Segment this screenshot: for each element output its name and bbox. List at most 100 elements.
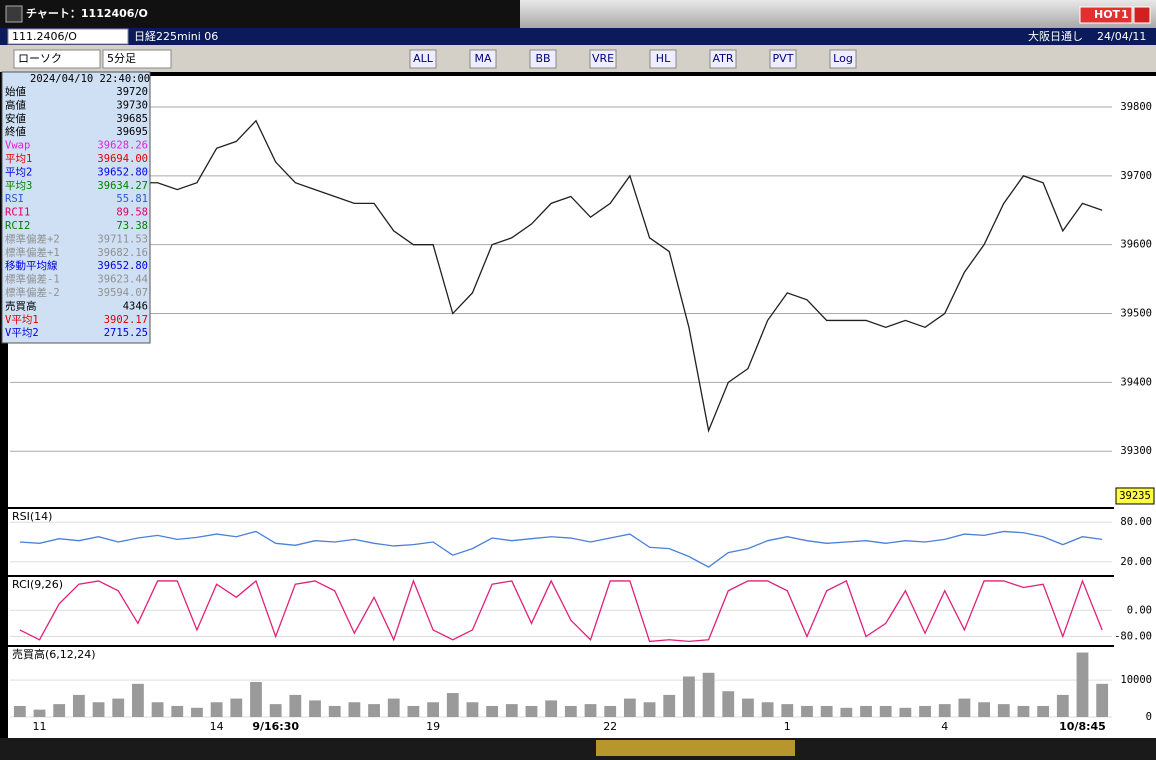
x-tick-label: 14: [210, 720, 224, 733]
volume-bar: [742, 698, 754, 717]
toolbar-button-label: VRE: [592, 52, 614, 65]
toolbar-button[interactable]: [829, 49, 857, 69]
info-label: 標準偏差-2: [5, 286, 60, 299]
toolbar-button[interactable]: [589, 49, 617, 69]
chart-type-select[interactable]: [13, 49, 101, 69]
volume-bar: [1096, 683, 1109, 717]
info-rows: 始値 39720 高値 39730 安値 39685 終値 39695 Vwap 39628.26…: [5, 85, 148, 339]
volume-bar: [72, 694, 85, 717]
info-label: 平均3: [5, 180, 32, 192]
info-label: 終値: [5, 125, 26, 138]
info-value: 39720: [116, 86, 148, 98]
x-tick-label: 22: [603, 720, 617, 733]
volume-bar: [132, 683, 144, 717]
info-value: 73.38: [116, 220, 148, 232]
info-label: RCI2: [5, 220, 30, 232]
info-value: 39682.16: [97, 247, 148, 259]
chart-type: ローソク: [18, 52, 62, 65]
volume-bar: [368, 704, 380, 717]
volume-bar: [427, 702, 439, 717]
info-value: 89.58: [116, 207, 148, 219]
toolbar-button[interactable]: [769, 49, 797, 69]
volume-bar: [348, 702, 361, 717]
toolbar-button-label: ATR: [712, 52, 733, 65]
toolbar-button-label: Log: [833, 52, 853, 65]
info-value: 39634.27: [97, 180, 148, 192]
toolbar-button-label: HL: [656, 52, 671, 65]
hot-number: 1: [1121, 8, 1129, 21]
info-label: RSI: [5, 193, 24, 205]
volume-bar: [663, 694, 676, 717]
x-tick-label: 1: [784, 720, 791, 733]
instrument-name: 日経225mini 06: [134, 30, 218, 43]
volume-bar: [269, 704, 282, 717]
info-value: 39711.53: [97, 233, 148, 245]
info-label: 標準偏差+1: [5, 246, 60, 259]
info-datetime: 2024/04/10 22:40:00: [30, 73, 150, 85]
x-tick-label: 10/8:45: [1059, 720, 1106, 733]
interval-select[interactable]: [102, 49, 172, 69]
symbol-combo[interactable]: [7, 28, 129, 45]
y-tick-label: 80.00: [1120, 516, 1152, 528]
scroll-thumb[interactable]: [596, 740, 795, 756]
toolbar-button[interactable]: [709, 49, 737, 69]
info-value: 39652.80: [97, 260, 148, 272]
volume-bar: [112, 698, 125, 717]
hot-button[interactable]: [1079, 6, 1133, 24]
info-label: 標準偏差+2: [5, 232, 60, 245]
series-line: [19, 530, 1103, 568]
y-tick-label: 39700: [1120, 170, 1152, 182]
toolbar-button-label: MA: [474, 52, 491, 65]
volume-bar: [761, 702, 774, 717]
toolbar-button[interactable]: [649, 49, 677, 69]
y-tick-label: 39500: [1120, 308, 1152, 320]
scrollbar[interactable]: [0, 738, 1156, 760]
info-value: 39594.07: [97, 287, 148, 299]
info-value: 39652.80: [97, 166, 148, 178]
volume-bar: [466, 702, 479, 717]
info-value: 55.81: [116, 193, 148, 205]
volume-bar: [1037, 705, 1050, 717]
interval: 5分足: [107, 52, 136, 65]
volume-bar: [899, 707, 912, 717]
rsi-panel: [8, 509, 1114, 575]
info-value: 2715.25: [104, 327, 148, 339]
header-bar: [0, 28, 1156, 45]
volume-bar: [879, 705, 892, 717]
volume-bar: [997, 704, 1010, 717]
rci-panel: [8, 577, 1114, 645]
hot-label: HOT: [1094, 8, 1121, 21]
toolbar-button-label: BB: [535, 52, 550, 65]
volume-bar: [545, 700, 558, 717]
volume-bar: [191, 707, 203, 717]
volume-bar: [151, 702, 164, 717]
volume-panel: [8, 647, 1114, 717]
toolbar-button[interactable]: [409, 49, 437, 69]
toolbar-button[interactable]: [469, 49, 497, 69]
y-tick-label: 20.00: [1120, 556, 1152, 568]
volume-bar: [407, 705, 420, 717]
window-title: チャート：1112406/O: [26, 7, 148, 20]
info-label: 移動平均線: [5, 259, 58, 272]
volume-bar: [722, 691, 735, 717]
close-button[interactable]: [1133, 6, 1151, 24]
volume-bar: [486, 705, 499, 717]
volume-bar: [289, 694, 302, 717]
volume-bar: [781, 704, 794, 717]
toolbar-button[interactable]: [529, 49, 557, 69]
panel-title: RCI(9,26): [12, 578, 63, 591]
volume-bar: [446, 693, 459, 717]
toolbar-buttons: ALL MA BB VRE HL ATR PVT Log: [409, 49, 857, 69]
plots: 11 14 9/16:30 19 22 1 4 10/8:453930039400395003…: [10, 101, 1155, 733]
info-value: 39685: [116, 113, 148, 125]
volume-bar: [92, 702, 105, 717]
series-line: [19, 579, 1103, 643]
volume-bar: [210, 702, 223, 717]
volume-bar: [860, 705, 872, 717]
y-tick-label: -80.00: [1114, 631, 1152, 643]
volume-bar: [328, 705, 341, 717]
volume-bar: [623, 698, 636, 717]
volume-bar: [230, 698, 243, 717]
volume-bar: [820, 705, 833, 717]
